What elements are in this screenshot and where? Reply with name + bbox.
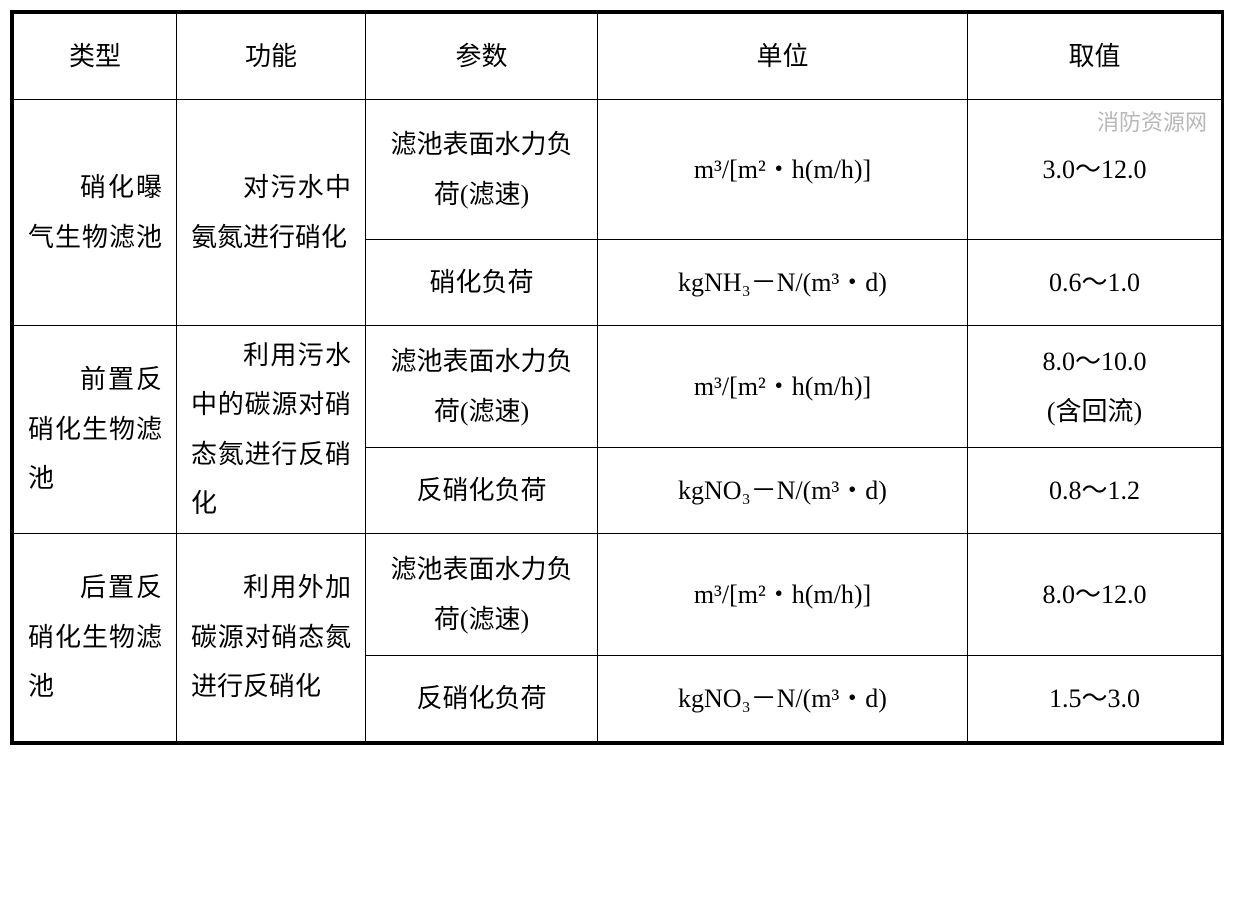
cell-value: 1.5～3.0 (968, 656, 1222, 742)
cell-unit: kgNO₃－N/(m³・d) (598, 656, 968, 742)
table-row: 后置反硝化生物滤池 利用外加碳源对硝态氮进行反硝化 滤池表面水力负荷(滤速) m… (14, 534, 1222, 656)
value-line-2: (含回流) (982, 387, 1207, 436)
header-func: 功能 (177, 14, 366, 100)
header-type: 类型 (14, 14, 177, 100)
cell-unit: m³/[m²・h(m/h)] (598, 100, 968, 240)
cell-value: 0.6～1.0 (968, 240, 1222, 326)
cell-value: 3.0～12.0 (968, 100, 1222, 240)
cell-value: 8.0～12.0 (968, 534, 1222, 656)
header-unit: 单位 (598, 14, 968, 100)
table-row: 硝化曝气生物滤池 对污水中氨氮进行硝化 滤池表面水力负荷(滤速) m³/[m²・… (14, 100, 1222, 240)
header-param: 参数 (366, 14, 598, 100)
parameter-table: 类型 功能 参数 单位 取值 硝化曝气生物滤池 对污水中氨氮进行硝化 滤池表面水… (13, 13, 1222, 742)
cell-param: 反硝化负荷 (366, 448, 598, 534)
cell-value: 0.8～1.2 (968, 448, 1222, 534)
cell-param: 反硝化负荷 (366, 656, 598, 742)
cell-func: 利用外加碳源对硝态氮进行反硝化 (177, 534, 366, 742)
cell-func: 对污水中氨氮进行硝化 (177, 100, 366, 326)
cell-unit: m³/[m²・h(m/h)] (598, 326, 968, 448)
cell-type: 后置反硝化生物滤池 (14, 534, 177, 742)
table-row: 前置反硝化生物滤池 利用污水中的碳源对硝态氮进行反硝化 滤池表面水力负荷(滤速)… (14, 326, 1222, 448)
table-header-row: 类型 功能 参数 单位 取值 (14, 14, 1222, 100)
cell-value: 8.0～10.0 (含回流) (968, 326, 1222, 448)
cell-type: 硝化曝气生物滤池 (14, 100, 177, 326)
cell-param: 滤池表面水力负荷(滤速) (366, 326, 598, 448)
cell-param: 硝化负荷 (366, 240, 598, 326)
cell-type: 前置反硝化生物滤池 (14, 326, 177, 534)
parameter-table-container: 消防资源网 类型 功能 参数 单位 取值 硝化曝气生物滤池 对污水中氨氮进行硝化… (10, 10, 1224, 745)
cell-unit: kgNO₃－N/(m³・d) (598, 448, 968, 534)
cell-unit: m³/[m²・h(m/h)] (598, 534, 968, 656)
value-line-1: 8.0～10.0 (982, 337, 1207, 386)
header-value: 取值 (968, 14, 1222, 100)
cell-unit: kgNH₃－N/(m³・d) (598, 240, 968, 326)
cell-param: 滤池表面水力负荷(滤速) (366, 100, 598, 240)
cell-param: 滤池表面水力负荷(滤速) (366, 534, 598, 656)
cell-func: 利用污水中的碳源对硝态氮进行反硝化 (177, 326, 366, 534)
